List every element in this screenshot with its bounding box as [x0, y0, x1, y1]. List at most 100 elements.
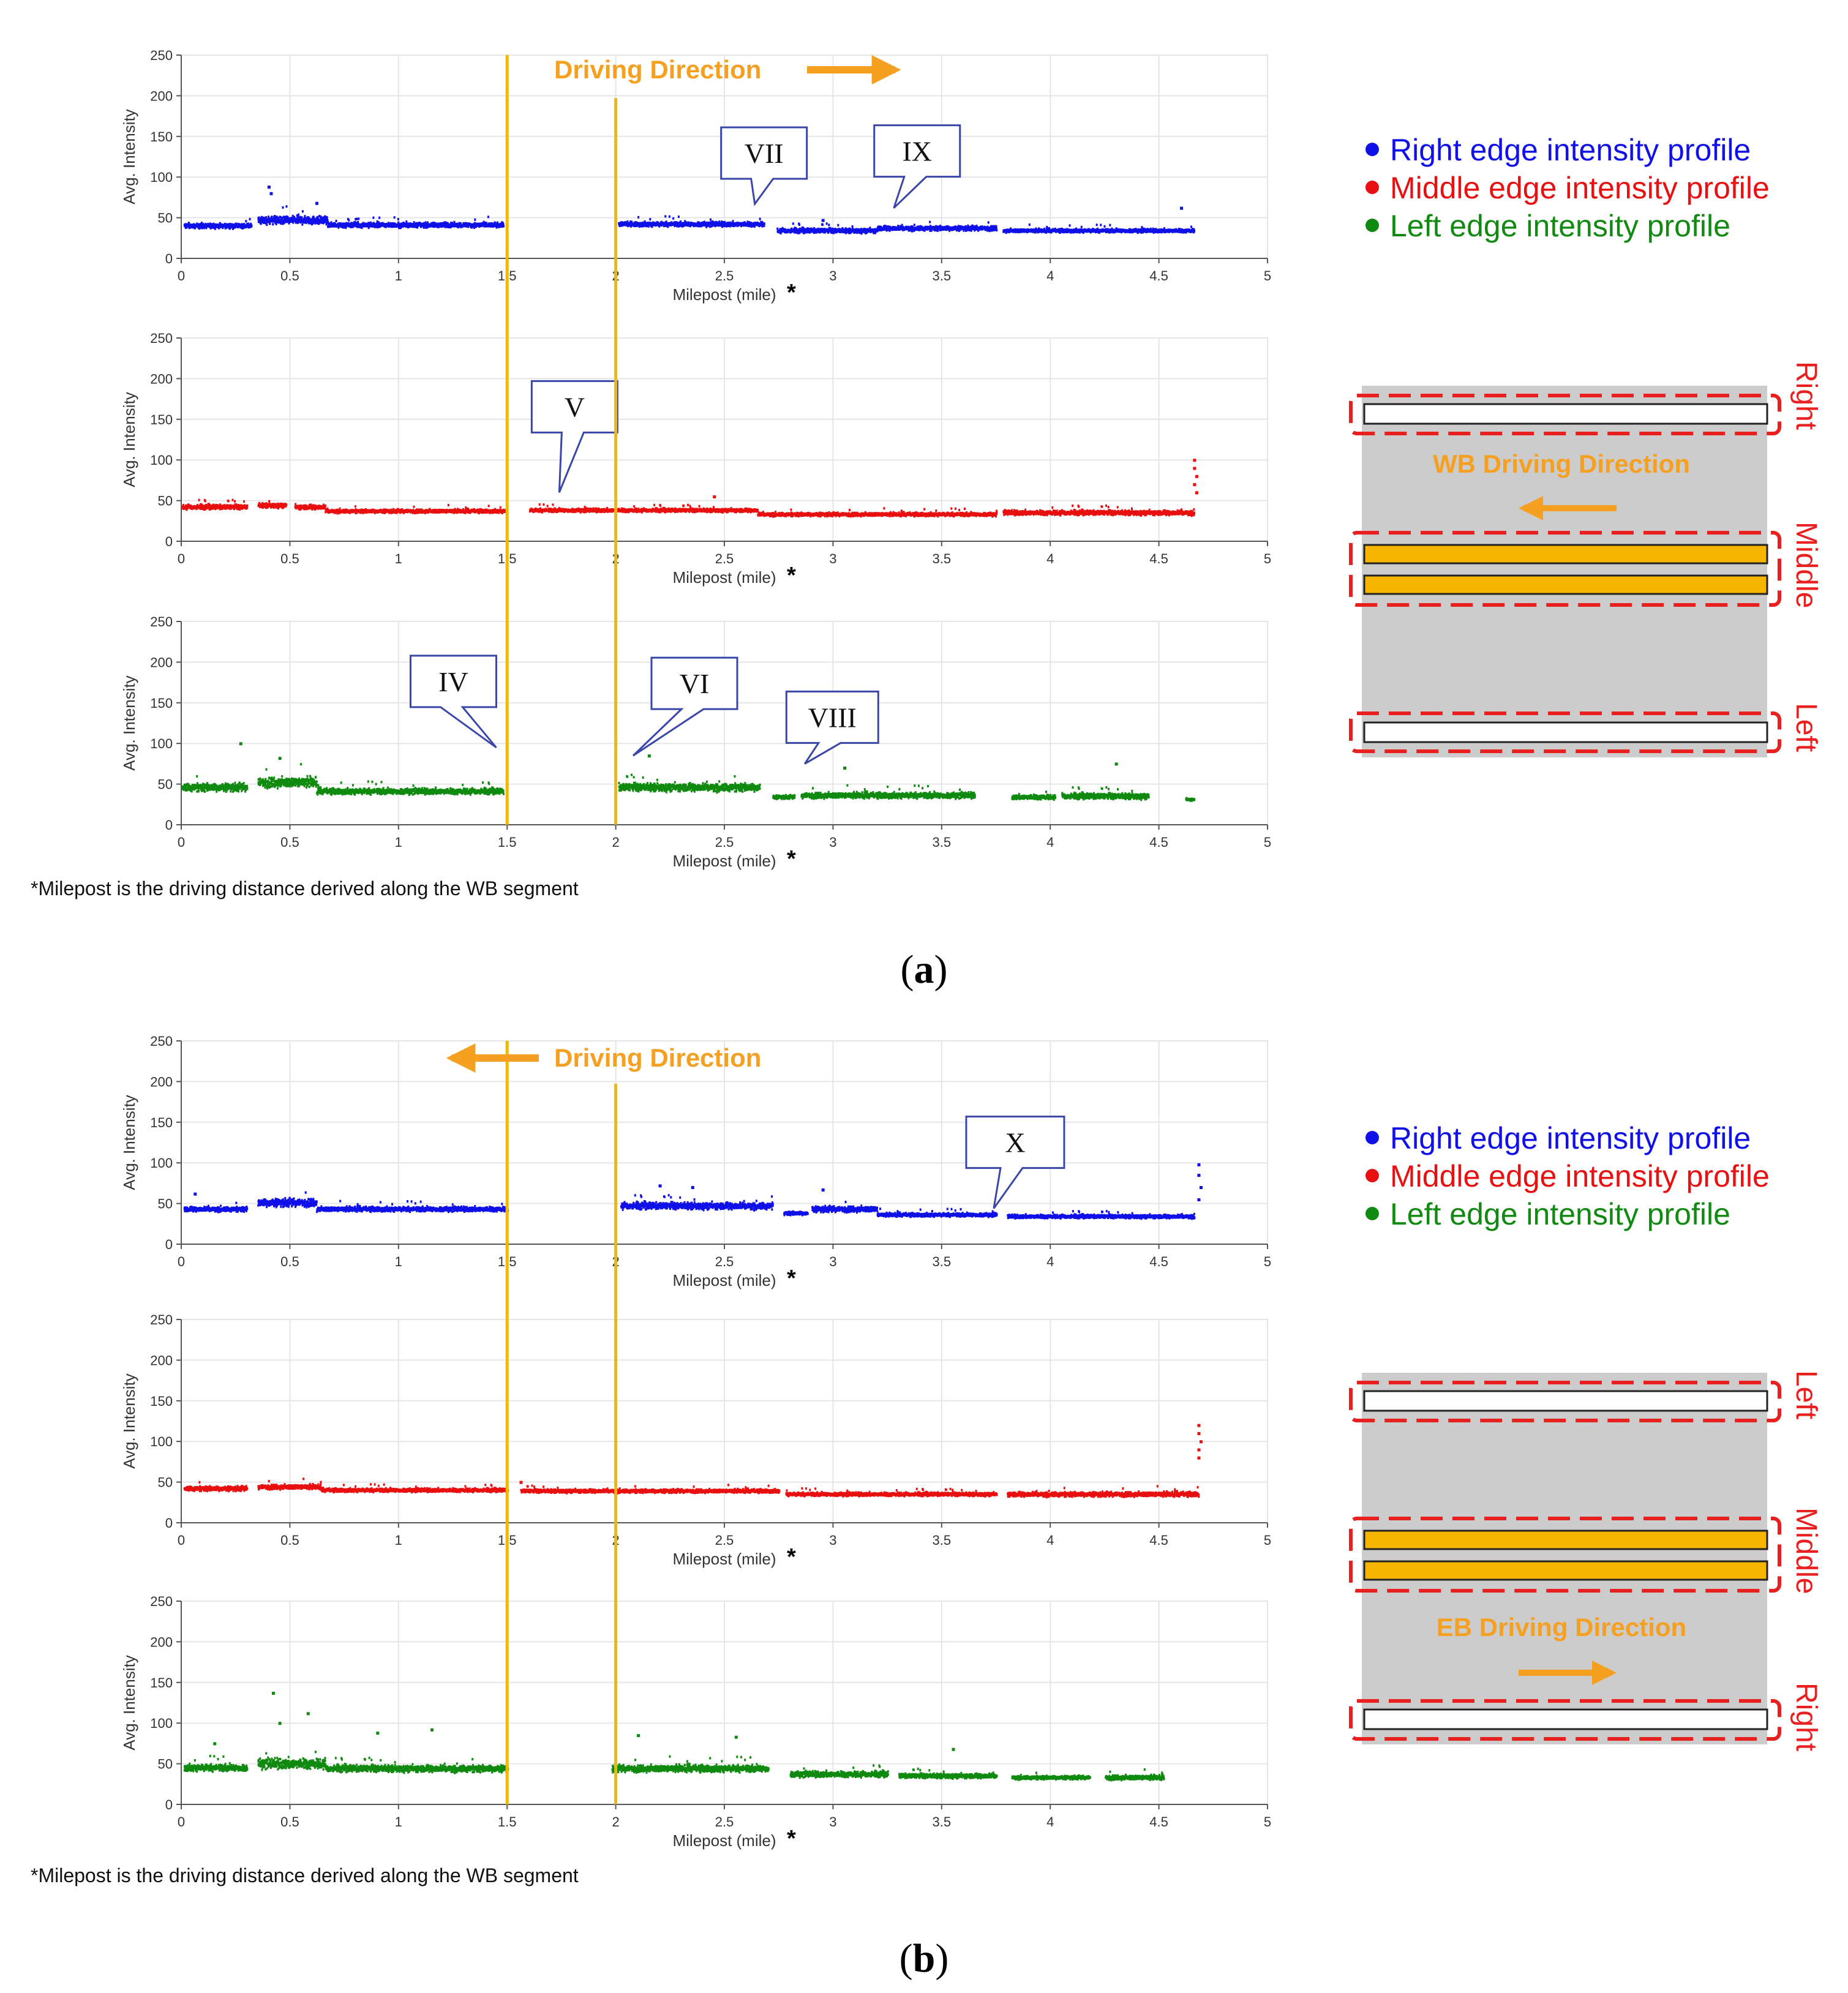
data-point	[749, 224, 751, 227]
data-point	[798, 231, 801, 235]
data-point	[204, 500, 206, 503]
data-point	[269, 217, 271, 220]
data-point	[314, 220, 317, 223]
data-point	[234, 500, 236, 503]
data-point	[245, 220, 247, 223]
data-point	[865, 231, 867, 235]
data-point	[471, 225, 473, 228]
data-point	[495, 226, 498, 229]
data-point	[211, 223, 213, 226]
data-point	[290, 220, 292, 223]
data-point	[237, 225, 239, 228]
data-point	[790, 231, 792, 234]
data-point	[811, 230, 813, 233]
data-point	[296, 217, 298, 220]
data-point	[684, 220, 686, 223]
data-point	[995, 226, 997, 229]
data-point	[357, 220, 359, 223]
data-point	[460, 222, 462, 225]
data-point	[626, 220, 629, 223]
data-point	[455, 222, 457, 225]
data-point	[282, 222, 284, 225]
data-point	[860, 232, 863, 235]
data-point	[677, 216, 680, 219]
subplot-a-middle: 00.511.522.533.544.55050100150200250Avg.…	[120, 331, 1271, 588]
data-point	[920, 225, 923, 228]
data-point	[711, 220, 713, 223]
data-point	[879, 225, 881, 228]
data-point	[822, 228, 824, 231]
data-point	[247, 222, 250, 225]
data-point	[403, 222, 405, 225]
data-point	[947, 225, 949, 228]
x-tick-label: 0	[178, 551, 185, 566]
data-point	[1069, 224, 1071, 227]
data-point	[819, 231, 821, 234]
data-point	[348, 219, 350, 222]
data-point	[727, 222, 730, 225]
data-point	[473, 226, 476, 229]
data-point	[381, 222, 384, 225]
data-point	[453, 220, 456, 223]
data-point	[282, 220, 285, 223]
data-point	[649, 218, 652, 221]
data-point	[800, 228, 803, 231]
y-axis-label: Avg. Intensity	[120, 392, 138, 487]
data-point	[465, 222, 468, 225]
data-point	[308, 217, 310, 220]
data-point	[909, 229, 911, 232]
data-point	[746, 220, 749, 223]
data-point	[243, 500, 246, 503]
data-point	[258, 216, 260, 219]
data-point	[693, 225, 695, 228]
data-point	[651, 225, 653, 228]
data-point	[464, 222, 467, 225]
data-point	[813, 227, 816, 230]
data-point	[294, 217, 296, 220]
data-point	[321, 221, 324, 224]
data-point	[720, 220, 723, 223]
data-point	[929, 220, 931, 223]
data-point	[200, 222, 203, 225]
data-point	[424, 221, 427, 224]
data-point	[824, 231, 826, 234]
data-point	[474, 218, 476, 221]
data-point	[267, 220, 269, 223]
data-point	[683, 222, 685, 225]
data-point	[298, 219, 300, 222]
data-point	[296, 220, 298, 223]
data-point	[378, 216, 381, 219]
data-point	[388, 222, 390, 225]
data-point	[634, 221, 637, 224]
x-axis-label-star: *	[787, 563, 796, 588]
data-point	[624, 221, 626, 224]
data-point	[913, 223, 915, 227]
data-point	[250, 224, 253, 227]
data-point	[841, 227, 844, 230]
data-point	[879, 228, 882, 231]
data-point	[641, 225, 644, 228]
outlier-point	[1180, 206, 1184, 210]
data-point	[322, 216, 325, 219]
data-point	[665, 220, 667, 223]
data-point	[355, 222, 357, 225]
data-point	[297, 219, 299, 222]
data-point	[497, 223, 500, 226]
data-point	[288, 220, 290, 223]
data-point	[945, 225, 948, 228]
data-point	[831, 231, 833, 234]
data-point	[876, 230, 879, 233]
data-point	[673, 221, 675, 224]
data-point	[257, 220, 260, 223]
y-tick-label: 0	[165, 534, 173, 549]
data-point	[301, 223, 304, 226]
y-axis-label: Avg. Intensity	[120, 109, 138, 205]
data-point	[326, 216, 328, 219]
data-point	[874, 231, 876, 235]
data-point	[939, 228, 941, 231]
data-point	[235, 222, 238, 225]
data-point	[273, 217, 276, 220]
data-point	[828, 223, 830, 227]
data-point	[194, 227, 197, 230]
data-point	[496, 221, 498, 224]
